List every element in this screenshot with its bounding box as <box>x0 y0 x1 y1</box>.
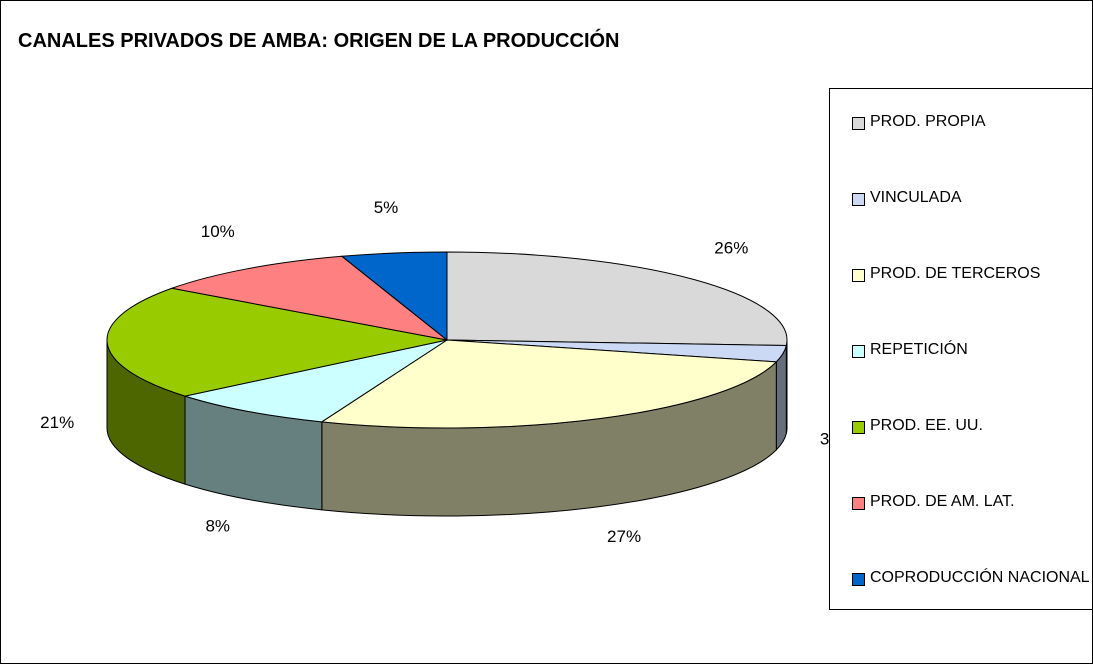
legend-swatch <box>852 345 865 358</box>
pie-slice <box>320 339 778 429</box>
legend-entry: PROD. DE TERCEROS <box>852 263 1093 285</box>
legend-swatch <box>852 193 865 206</box>
pie-walls <box>106 339 788 517</box>
data-label: 21% <box>40 413 74 432</box>
data-label: 10% <box>201 222 235 241</box>
legend-entry: PROD. EE. UU. <box>852 415 1093 437</box>
data-label: 26% <box>714 238 748 257</box>
pie-slice <box>340 251 448 342</box>
pie-slice <box>446 251 788 347</box>
legend-entry: PROD. PROPIA <box>852 111 1093 133</box>
legend-label: COPRODUCCIÓN NACIONAL <box>870 569 1090 586</box>
legend-swatch <box>852 497 865 510</box>
legend-entry: COPRODUCCIÓN NACIONAL <box>852 567 1093 589</box>
legend-label: PROD. DE TERCEROS <box>870 265 1041 282</box>
legend-label: PROD. DE AM. LAT. <box>870 493 1015 510</box>
legend-swatch <box>852 269 865 282</box>
pie-slice <box>170 255 448 341</box>
legend-entry: PROD. DE AM. LAT. <box>852 491 1093 513</box>
legend-label: REPETICIÓN <box>870 341 968 358</box>
legend-label: VINCULADA <box>870 189 962 206</box>
data-label: 5% <box>374 198 399 217</box>
legend-entry: VINCULADA <box>852 187 1093 209</box>
legend-swatch <box>852 421 865 434</box>
legend-entry: REPETICIÓN <box>852 339 1093 361</box>
legend-swatch <box>852 573 865 586</box>
data-label: 8% <box>205 516 230 535</box>
legend-swatch <box>852 117 865 130</box>
pie-tops <box>106 251 788 429</box>
pie-slice <box>183 339 448 423</box>
legend: PROD. PROPIA VINCULADA PROD. DE TERCEROS RE… <box>829 88 1093 610</box>
chart-title: CANALES PRIVADOS DE AMBA: ORIGEN DE LA P… <box>18 30 620 52</box>
legend-label: PROD. PROPIA <box>870 113 986 130</box>
legend-label: PROD. EE. UU. <box>870 417 983 434</box>
pie-side <box>775 345 787 452</box>
pie-slice <box>106 287 448 397</box>
data-label: 27% <box>607 527 641 546</box>
